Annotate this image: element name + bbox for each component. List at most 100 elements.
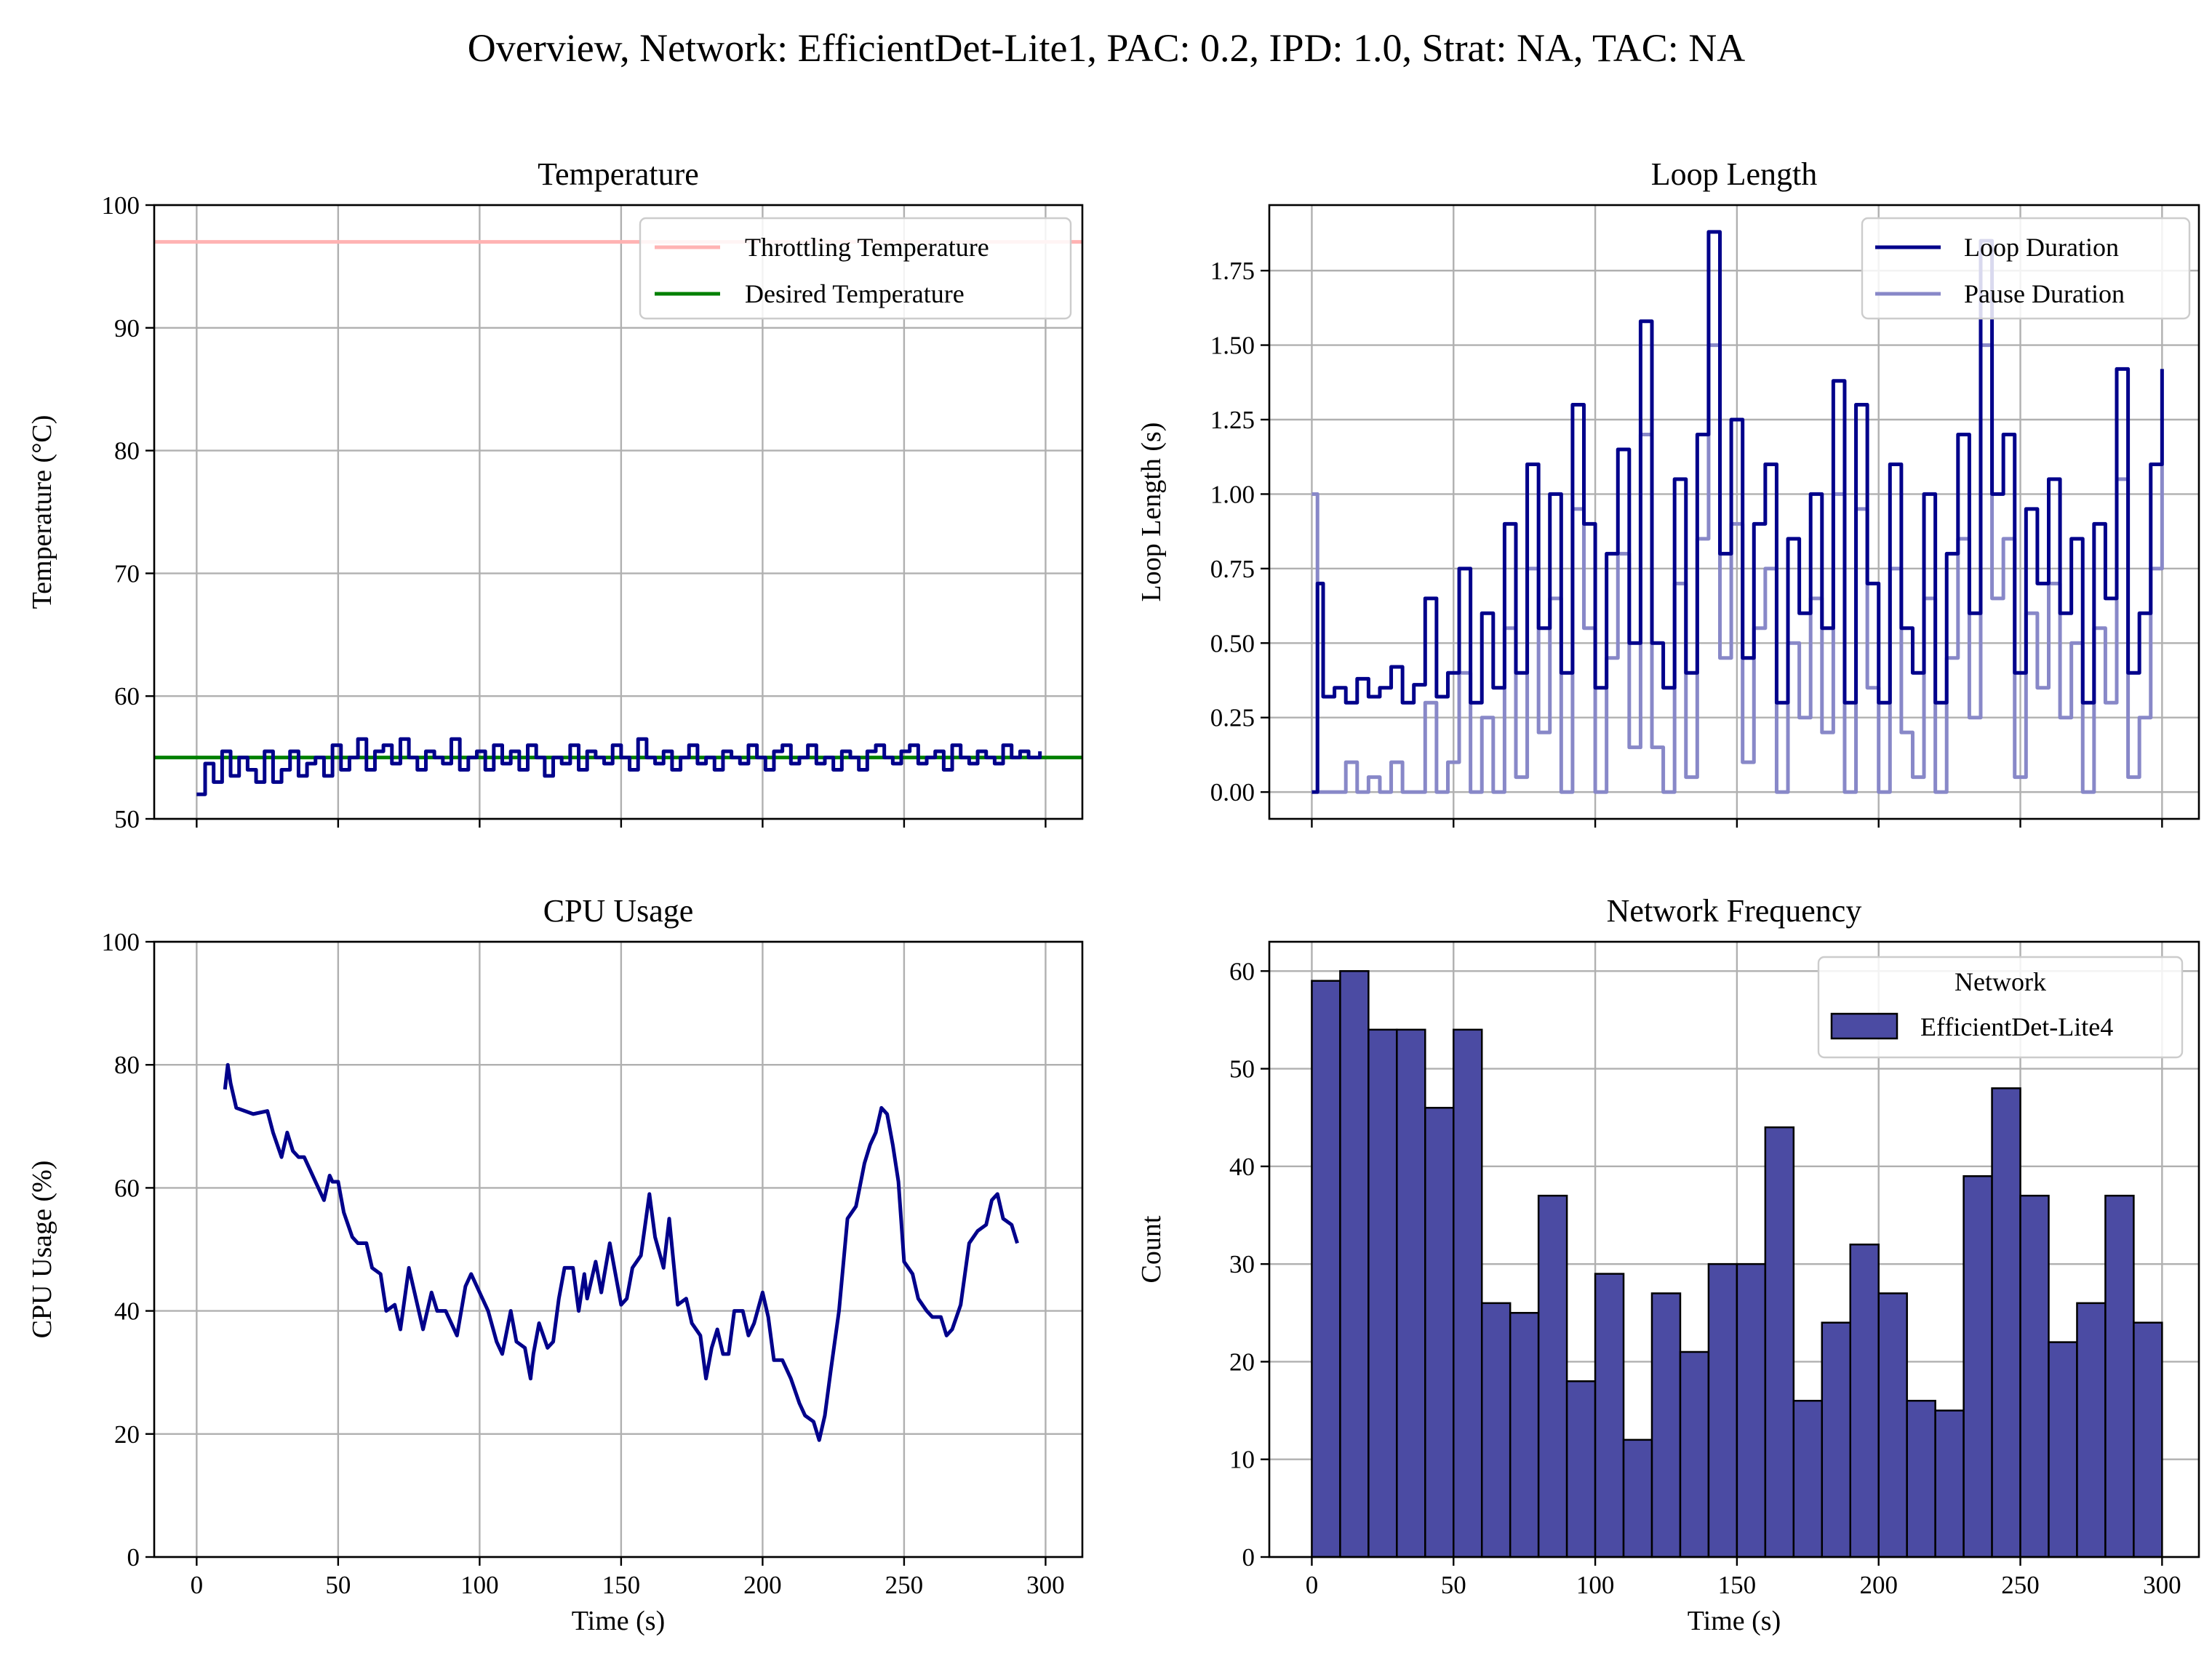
- histogram-bar: [1565, 1380, 1597, 1558]
- legend: Loop Duration Pause Duration: [1861, 217, 2191, 320]
- y-tick-label: 50: [1229, 1055, 1255, 1084]
- x-axis-label: Time (s): [1688, 1606, 1781, 1636]
- y-tick-label: 40: [114, 1297, 140, 1326]
- histogram-bar: [2048, 1341, 2078, 1558]
- plot-frame: [153, 940, 1084, 1558]
- x-tick-label: 250: [885, 1571, 924, 1599]
- x-tick-label: 300: [1026, 1571, 1065, 1599]
- x-tick-label: 300: [2143, 1571, 2181, 1599]
- histogram-bar: [1764, 1126, 1795, 1558]
- y-tick-label: 100: [102, 191, 140, 220]
- histogram-bar: [1849, 1244, 1880, 1558]
- histogram-bar: [1622, 1438, 1653, 1558]
- plot-lines: [223, 1062, 1019, 1442]
- x-tick-label: 100: [1576, 1571, 1615, 1599]
- panel-title: Network Frequency: [1607, 893, 1862, 929]
- y-tick-label: 30: [1229, 1250, 1255, 1278]
- x-tick-label: 0: [1306, 1571, 1319, 1599]
- y-tick-label: 40: [1229, 1153, 1255, 1181]
- histogram-bar: [1537, 1194, 1568, 1558]
- y-axis-label: Temperature (°C): [27, 415, 57, 609]
- y-tick-label: 0.25: [1210, 704, 1255, 732]
- legend-box: [1861, 217, 2191, 320]
- histogram-bar: [2133, 1321, 2163, 1558]
- histogram-bar: [1792, 1399, 1824, 1558]
- series-line: [223, 1062, 1019, 1442]
- plot-frame: [1268, 204, 2200, 820]
- legend-box: [1817, 956, 2184, 1059]
- legend-swatch: [1830, 1012, 1898, 1040]
- legend: Throttling Temperature Desired Temperatur…: [639, 217, 1072, 320]
- y-tick-label: 100: [102, 928, 140, 956]
- y-tick-label: 0: [1242, 1543, 1255, 1572]
- x-tick-label: 200: [1859, 1571, 1898, 1599]
- y-tick-label: 0.00: [1210, 778, 1255, 807]
- x-tick-label: 250: [2001, 1571, 2040, 1599]
- histogram-bar: [1821, 1321, 1852, 1558]
- legend-title: Network: [1955, 967, 2046, 996]
- legend-label: Pause Duration: [1964, 279, 2125, 308]
- x-tick-label: 50: [325, 1571, 351, 1599]
- y-tick-label: 20: [114, 1420, 140, 1449]
- y-axis-label: CPU Usage (%): [27, 1161, 57, 1339]
- histogram-bar: [1679, 1350, 1710, 1558]
- y-tick-label: 1.50: [1210, 332, 1255, 360]
- legend-label: Desired Temperature: [745, 279, 965, 308]
- histogram-bar: [1877, 1292, 1908, 1558]
- legend: Network EfficientDet-Lite4: [1817, 956, 2184, 1059]
- y-tick-label: 1.75: [1210, 257, 1255, 285]
- histogram-bar: [1707, 1262, 1738, 1558]
- histogram-bar: [1453, 1028, 1483, 1558]
- figure-suptitle: Overview, Network: EfficientDet-Lite1, P…: [468, 26, 1745, 70]
- panel-title: CPU Usage: [543, 893, 694, 929]
- histogram-bar: [1736, 1262, 1767, 1558]
- series-line: [196, 737, 1042, 796]
- y-tick-label: 50: [114, 805, 140, 833]
- y-axis-label: Count: [1136, 1215, 1167, 1283]
- histogram-bar: [1991, 1087, 2021, 1558]
- legend-label: Throttling Temperature: [745, 233, 989, 262]
- x-tick-label: 0: [191, 1571, 204, 1599]
- histogram-bar: [1396, 1028, 1426, 1558]
- y-tick-label: 60: [114, 682, 140, 711]
- histogram-bar: [1963, 1175, 1993, 1558]
- loop-length-panel: 0.00 0.25 0.50 0.75 1.00 1.25 1.50 1.75 Loop Len…: [1136, 156, 2200, 828]
- histogram-bar: [1311, 980, 1341, 1558]
- legend-label: EfficientDet-Lite4: [1920, 1012, 2113, 1041]
- histogram-bar: [2019, 1194, 2050, 1558]
- series-line: [1311, 230, 2164, 794]
- panel-title: Loop Length: [1651, 156, 1818, 192]
- plot-lines: [154, 240, 1082, 796]
- y-tick-label: 1.00: [1210, 480, 1255, 508]
- y-tick-label: 20: [1229, 1348, 1255, 1376]
- y-tick-label: 60: [1229, 957, 1255, 985]
- y-tick-label: 60: [114, 1174, 140, 1202]
- histogram-bar: [1480, 1302, 1512, 1558]
- plot-lines: [1311, 230, 2164, 794]
- histogram-bar: [1509, 1312, 1540, 1558]
- x-axis-label: Time (s): [572, 1606, 665, 1636]
- y-tick-label: 90: [114, 314, 140, 343]
- y-tick-label: 10: [1229, 1446, 1255, 1474]
- histogram-bar: [1594, 1273, 1625, 1558]
- histogram-bar: [1424, 1107, 1455, 1558]
- y-tick-label: 70: [114, 559, 140, 588]
- legend-label: Loop Duration: [1964, 233, 2119, 262]
- y-tick-label: 0: [127, 1543, 140, 1572]
- y-tick-label: 1.25: [1210, 406, 1255, 434]
- y-tick-label: 0.75: [1210, 555, 1255, 583]
- x-tick-label: 150: [602, 1571, 641, 1599]
- histogram-bar: [2104, 1194, 2135, 1558]
- y-tick-label: 80: [114, 1051, 140, 1079]
- histogram-bar: [1906, 1399, 1936, 1558]
- plot-frame: [1268, 940, 2200, 1558]
- y-tick-label: 80: [114, 437, 140, 465]
- histogram-bar: [1339, 970, 1370, 1558]
- x-tick-label: 100: [460, 1571, 499, 1599]
- x-tick-label: 200: [743, 1571, 782, 1599]
- histogram-bar: [2076, 1302, 2107, 1558]
- x-tick-label: 150: [1718, 1571, 1757, 1599]
- y-tick-label: 0.50: [1210, 629, 1255, 657]
- y-axis-label: Loop Length (s): [1136, 423, 1167, 602]
